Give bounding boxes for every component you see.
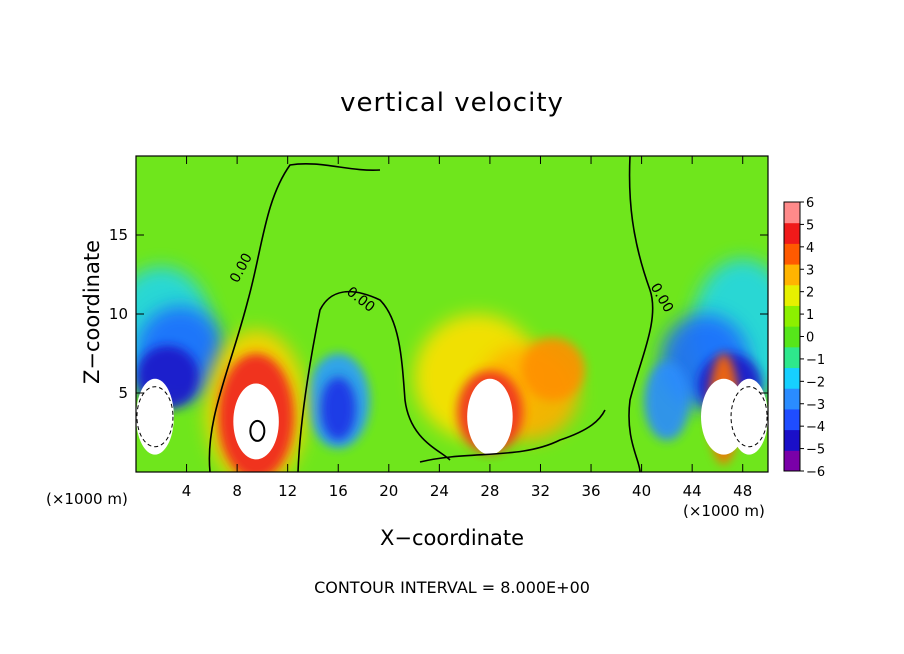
contour-core-updraft bbox=[249, 419, 266, 442]
colorbar-segment-1 bbox=[784, 429, 800, 451]
contour-line-1 bbox=[297, 291, 451, 472]
field-region-7 bbox=[320, 377, 356, 441]
x-axis-label: X−coordinate bbox=[380, 526, 524, 550]
x-tick-label-4: 20 bbox=[379, 482, 398, 500]
colorbar-segment-0 bbox=[784, 450, 800, 472]
colorbar-label-10: −4 bbox=[806, 420, 825, 435]
field-region-11 bbox=[521, 337, 585, 401]
x-tick-label-7: 32 bbox=[531, 482, 550, 500]
x-tick-label-2: 12 bbox=[278, 482, 297, 500]
x-unit-left: (×1000 m) bbox=[46, 490, 128, 508]
x-tick-label-5: 24 bbox=[430, 482, 449, 500]
y-axis-label: Z−coordinate bbox=[80, 240, 104, 384]
contour-lines bbox=[136, 156, 768, 472]
core-updraft-1 bbox=[467, 378, 513, 455]
colorbar-segment-12 bbox=[784, 202, 800, 224]
colorbar-segment-11 bbox=[784, 222, 800, 244]
colorbar-label-3: 3 bbox=[806, 263, 814, 278]
y-tick-label-2: 15 bbox=[109, 226, 128, 244]
contour-line-0 bbox=[208, 162, 381, 472]
velocity-field bbox=[136, 156, 768, 472]
core-downdraft-3 bbox=[136, 378, 174, 455]
x-unit-right: (×1000 m) bbox=[683, 502, 765, 520]
colorbar-label-5: 1 bbox=[806, 308, 814, 323]
x-tick-label-0: 4 bbox=[182, 482, 192, 500]
x-tick-label-11: 48 bbox=[733, 482, 752, 500]
colorbar-segment-6 bbox=[784, 326, 800, 348]
colorbar-segment-5 bbox=[784, 346, 800, 369]
colorbar-segment-4 bbox=[784, 367, 800, 389]
colorbar-segment-8 bbox=[784, 284, 800, 306]
contour-line-3 bbox=[419, 409, 606, 463]
x-tick-label-8: 36 bbox=[581, 482, 600, 500]
colorbar-label-1: 5 bbox=[806, 218, 814, 233]
colorbar-segment-3 bbox=[784, 388, 800, 410]
colorbar-label-4: 2 bbox=[806, 286, 814, 301]
colorbar-label-6: 0 bbox=[806, 331, 814, 346]
contour-line-2 bbox=[628, 156, 654, 472]
colorbar-label-11: −5 bbox=[806, 443, 825, 458]
colorbar-label-0: 6 bbox=[806, 196, 814, 211]
y-axis: 5 10 15 bbox=[109, 226, 768, 402]
x-axis: 4 8 12 16 20 24 28 32 36 40 44 48 bbox=[182, 156, 752, 500]
x-tick-label-3: 16 bbox=[329, 482, 348, 500]
x-tick-label-1: 8 bbox=[232, 482, 242, 500]
x-tick-label-9: 40 bbox=[632, 482, 651, 500]
colorbar-segment-7 bbox=[784, 305, 800, 327]
x-tick-label-10: 44 bbox=[683, 482, 702, 500]
contour-interval-note: CONTOUR INTERVAL = 8.000E+00 bbox=[314, 578, 590, 597]
colorbar-label-2: 4 bbox=[806, 241, 814, 256]
colorbar-label-7: −1 bbox=[806, 353, 825, 368]
x-tick-label-6: 28 bbox=[480, 482, 499, 500]
colorbar: 6 5 4 3 2 1 0 −1 −2 −3 −4 −5 −6 bbox=[783, 196, 825, 480]
colorbar-segment-10 bbox=[784, 243, 800, 265]
y-tick-label-0: 5 bbox=[118, 384, 128, 402]
colorbar-label-9: −3 bbox=[806, 398, 825, 413]
colorbar-label-8: −2 bbox=[806, 375, 825, 390]
colorbar-segment-9 bbox=[784, 264, 800, 286]
colorbar-segment-2 bbox=[784, 408, 800, 431]
contour-core-downdraft-right bbox=[730, 386, 768, 448]
colorbar-label-12: −6 bbox=[806, 465, 825, 480]
contour-core-downdraft-left bbox=[136, 386, 174, 448]
core-downdraft-5 bbox=[730, 378, 768, 455]
y-tick-label-1: 10 bbox=[109, 305, 128, 323]
chart-title: vertical velocity bbox=[340, 88, 564, 118]
field-region-8 bbox=[644, 361, 690, 441]
